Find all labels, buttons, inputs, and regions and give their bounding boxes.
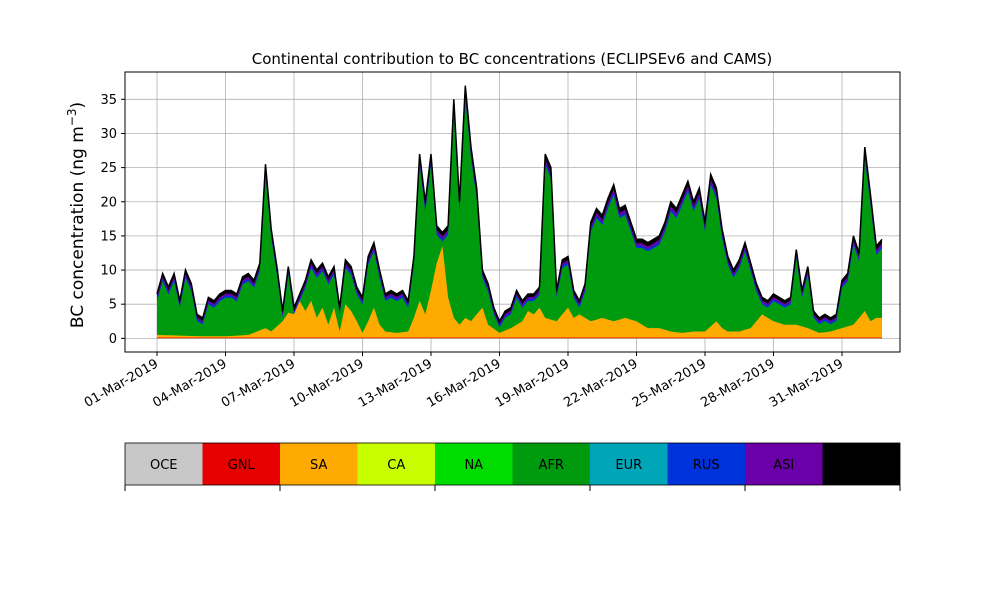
legend-swatch-asi	[745, 443, 823, 485]
x-tick-label: 16-Mar-2019	[424, 356, 503, 410]
x-tick-label: 31-Mar-2019	[767, 356, 846, 410]
area-afr	[157, 99, 882, 339]
legend-label-oce: OCE	[150, 458, 178, 473]
legend-swatch-eur	[590, 443, 668, 485]
y-axis-label-close: )	[68, 102, 88, 109]
y-axis-label: BC concentration (ng m−3)	[65, 102, 88, 328]
area-sa	[157, 246, 882, 339]
legend-swatch-aus	[822, 443, 900, 485]
y-tick-label: 0	[109, 332, 117, 347]
legend-label-eur: EUR	[615, 458, 642, 473]
axes: 0 5 10 15 20 25 30 35 01-Mar-201904-Mar-201907-M…	[82, 71, 901, 411]
legend-label-afr: AFR	[539, 458, 564, 473]
x-tick-label: 07-Mar-2019	[219, 356, 298, 410]
legend-label-sa: SA	[310, 458, 327, 473]
legend-swatch-gnl	[202, 443, 280, 485]
stacked-areas	[156, 85, 883, 339]
x-tick-label: 13-Mar-2019	[356, 356, 435, 410]
legend-swatch-afr	[512, 443, 590, 485]
legend-label-ca: CA	[387, 458, 405, 473]
y-tick-label: 30	[100, 127, 117, 142]
area-gnl	[157, 337, 882, 339]
y-tick-label: 5	[109, 298, 117, 313]
legend-swatch-na	[435, 443, 513, 485]
y-tick-label: 20	[100, 195, 117, 210]
x-tick-label: 22-Mar-2019	[561, 356, 640, 410]
legend-label-asi: ASI	[773, 458, 794, 473]
y-tick-label: 10	[100, 264, 117, 279]
legend-label-na: NA	[464, 458, 483, 473]
plot-frame	[124, 71, 901, 353]
legend-frame	[124, 442, 901, 486]
x-tick-label: 25-Mar-2019	[630, 356, 709, 410]
x-tick-label: 10-Mar-2019	[287, 356, 366, 410]
legend-swatch-oce	[125, 443, 203, 485]
y-axis-label-main: BC concentration (ng m	[68, 126, 88, 328]
chart-title: Continental contribution to BC concentra…	[252, 50, 773, 68]
y-tick-label: 35	[100, 93, 117, 108]
y-tick-label: 15	[100, 229, 117, 244]
total-line	[156, 85, 883, 324]
legend-label-gnl: GNL	[228, 458, 256, 473]
x-tick-label: 28-Mar-2019	[698, 356, 777, 410]
legend-label-rus: RUS	[693, 458, 720, 473]
x-tick-label: 19-Mar-2019	[493, 356, 572, 410]
x-tick-label: 04-Mar-2019	[150, 356, 229, 410]
legend-label-aus: AUS	[848, 458, 875, 473]
y-axis-label-superscript: −3	[65, 108, 79, 126]
legend-swatch-sa	[280, 443, 358, 485]
y-tick-label: 25	[100, 161, 117, 176]
x-tick-label: 01-Mar-2019	[82, 356, 161, 410]
legend-colorbar: OCE GNL SA CA NA AFR EUR RUS ASI AUS	[124, 442, 901, 491]
legend-swatch-ca	[357, 443, 435, 485]
legend-swatch-rus	[667, 443, 745, 485]
